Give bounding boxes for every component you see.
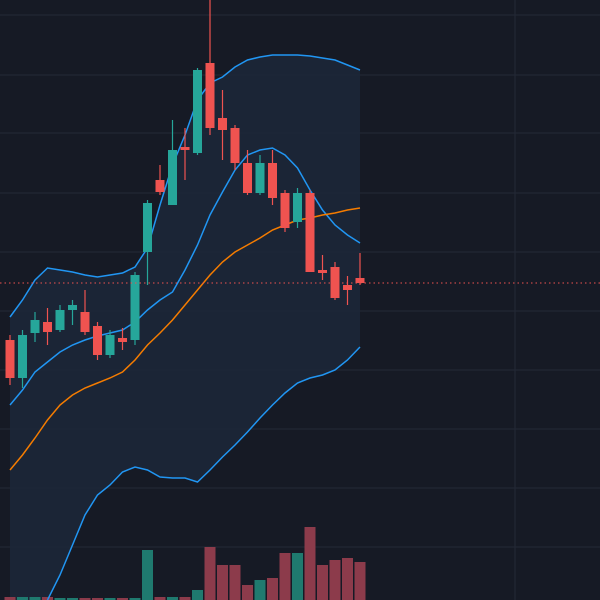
volume-bar: [179, 597, 191, 600]
candle-body: [343, 285, 352, 290]
indicator-line: [9, 147, 361, 406]
candle-body: [155, 180, 165, 192]
candle-body: [280, 193, 290, 228]
volume-bar: [79, 598, 91, 600]
candle-body: [255, 163, 265, 193]
candle-body: [230, 128, 240, 163]
volume-bar: [104, 598, 116, 600]
volume-bar: [67, 598, 78, 600]
candle-body: [5, 340, 15, 378]
candle-body: [143, 203, 152, 252]
volume-bar: [129, 598, 141, 600]
volume-bar: [217, 565, 228, 600]
volume-bar: [117, 598, 128, 600]
volume-bar: [292, 553, 303, 600]
candle-body: [55, 310, 65, 330]
candle-body: [43, 322, 52, 332]
candle-body: [330, 267, 340, 298]
volume-bar: [17, 597, 28, 600]
volume-bar: [242, 585, 253, 600]
volume-bar: [92, 598, 103, 600]
volume-bar: [317, 565, 328, 600]
volume-bar: [304, 527, 316, 600]
volume-bar: [329, 560, 341, 600]
candle-body: [93, 326, 102, 355]
volume-bar: [342, 558, 353, 600]
volume-bar: [279, 553, 291, 600]
candle-body: [180, 147, 190, 150]
candle-body: [80, 312, 90, 332]
candle-body: [355, 278, 365, 283]
candle-body: [105, 335, 115, 355]
volume-bar: [267, 578, 278, 600]
candle-body: [68, 305, 77, 310]
volume-bar: [29, 597, 41, 600]
volume-bar: [192, 590, 203, 600]
candle-body: [293, 193, 302, 222]
volume-bar: [254, 580, 266, 600]
candle-body: [205, 63, 215, 128]
candle-body: [118, 338, 127, 342]
indicator-line: [46, 346, 361, 600]
volume-bar: [354, 562, 366, 600]
candle-body: [218, 118, 227, 130]
volume-bar: [54, 598, 66, 600]
volume-bar: [154, 597, 166, 600]
candle-body: [18, 335, 27, 378]
candle-body: [130, 275, 140, 340]
candle-body: [168, 150, 177, 205]
volume-bar: [204, 547, 216, 600]
volume-bar: [229, 565, 241, 600]
candle-body: [318, 270, 327, 273]
candle-body: [268, 163, 277, 198]
volume-bar: [142, 550, 153, 600]
candle-body: [193, 70, 202, 153]
candle-body: [243, 163, 252, 193]
volume-bar: [167, 597, 178, 600]
candle-body: [30, 320, 40, 333]
volume-bar: [4, 597, 16, 600]
candle-body: [305, 193, 315, 272]
